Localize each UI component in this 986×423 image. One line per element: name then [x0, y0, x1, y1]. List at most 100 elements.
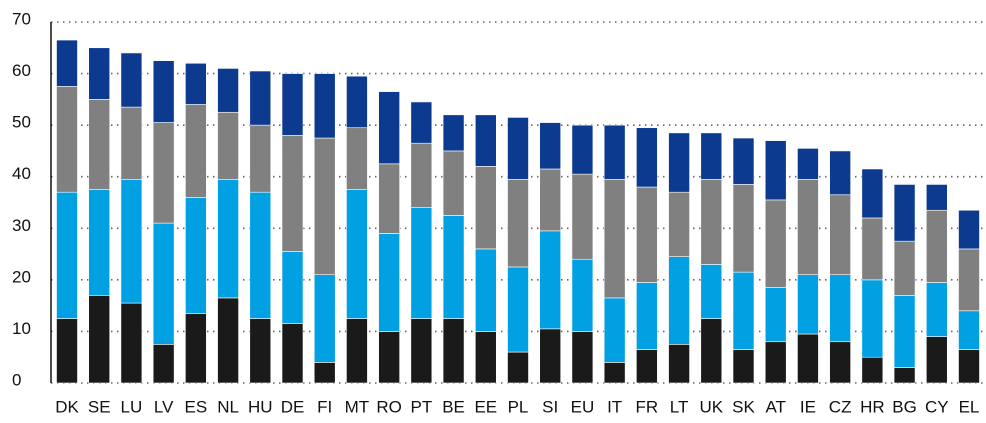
bar-segment [732, 137, 755, 185]
bar-segment [732, 271, 755, 350]
bar-segment [217, 178, 239, 299]
bar-segment [313, 137, 336, 276]
bar-segment [249, 124, 272, 193]
x-tick-label: IT [607, 397, 622, 416]
x-tick-label: CZ [829, 397, 852, 416]
bar-segment [313, 73, 336, 139]
bar-segment [539, 230, 562, 330]
bar-segment [249, 191, 272, 319]
bar-segment [249, 70, 272, 126]
bar-segment [636, 349, 658, 384]
bar-segment [346, 189, 368, 319]
bar-segment [507, 351, 529, 384]
x-tick-label: LU [121, 397, 143, 416]
x-tick-label: AT [765, 397, 785, 416]
y-tick-label: 10 [12, 319, 31, 338]
bar-segment [185, 197, 207, 314]
x-tick-label: IE [800, 397, 816, 416]
bar-segment [925, 282, 948, 337]
bar-segment [313, 274, 336, 363]
bar-segment [958, 310, 980, 350]
bar-segment [346, 127, 368, 190]
bar-segment [893, 240, 916, 296]
bar-segment [217, 111, 239, 180]
x-tick-label: RO [376, 397, 402, 416]
bar-segment [636, 282, 658, 350]
x-tick-label: BE [442, 397, 465, 416]
bar-segment [571, 124, 594, 175]
bar-segment [925, 184, 948, 211]
bar-segment [764, 287, 787, 343]
bar-segment [700, 264, 723, 319]
bar-segment [281, 73, 304, 136]
y-tick-label: 0 [12, 370, 21, 389]
x-tick-label: UK [699, 397, 723, 416]
bar-segment [861, 168, 884, 219]
y-tick-label: 60 [12, 61, 31, 80]
bar-segment [88, 295, 111, 384]
x-tick-label: HR [860, 397, 885, 416]
bar-segment [152, 60, 175, 123]
bar-segment [410, 207, 433, 319]
bar-segment [120, 302, 143, 384]
bar-segment [507, 178, 529, 268]
bar-segment [410, 142, 433, 208]
bar-segment [797, 178, 819, 276]
bar-segment [764, 341, 787, 384]
bar-segment [539, 122, 562, 170]
bar-segment [281, 323, 304, 384]
bar-segment [797, 148, 819, 180]
x-tick-label: ES [185, 397, 208, 416]
bar-segment [668, 132, 690, 193]
bar-segment [925, 209, 948, 283]
bar-segment [120, 106, 143, 180]
x-tick-label: DK [55, 397, 79, 416]
bar-segment [539, 168, 562, 232]
bar-segment [571, 173, 594, 260]
bar-segment [378, 331, 400, 384]
bar-segment [668, 344, 690, 384]
x-tick-label: EL [959, 397, 980, 416]
bar-segment [571, 331, 594, 384]
bar-segment [185, 62, 207, 105]
x-tick-label: NL [217, 397, 239, 416]
bar-segment [88, 189, 111, 296]
bar-segment [893, 295, 916, 368]
bar-segment [346, 318, 368, 384]
x-tick-label: LT [670, 397, 689, 416]
bar-segment [56, 86, 78, 193]
y-tick-label: 20 [12, 267, 31, 286]
x-tick-label: SE [88, 397, 111, 416]
bar-segment [88, 99, 111, 190]
bar-segment [217, 297, 239, 384]
bar-segment [152, 222, 175, 345]
bar-segment [507, 117, 529, 180]
bar-segment [152, 122, 175, 224]
bar-segment [474, 331, 497, 384]
bar-segment [442, 318, 465, 384]
bar-segment [764, 199, 787, 288]
bar-segment [442, 114, 465, 152]
bar-segment [249, 318, 272, 384]
bar-segment [700, 178, 723, 265]
x-tick-label: PL [508, 397, 529, 416]
bar-segment [829, 194, 851, 275]
x-tick-label: MT [345, 397, 370, 416]
bar-segment [893, 184, 916, 242]
y-tick-label: 40 [12, 164, 31, 183]
bar-segment [797, 274, 819, 335]
bar-segment [120, 178, 143, 304]
bar-segment [56, 318, 78, 384]
y-tick-label: 70 [12, 9, 31, 28]
bar-segment [185, 313, 207, 384]
y-tick-label: 30 [12, 216, 31, 235]
bar-segment [378, 163, 400, 234]
x-tick-label: HU [248, 397, 273, 416]
bar-segment [185, 104, 207, 198]
bar-segment [700, 132, 723, 180]
bar-segment [281, 135, 304, 252]
bar-segment [410, 101, 433, 144]
bar-segment [603, 124, 626, 180]
bar-segment [56, 191, 78, 319]
